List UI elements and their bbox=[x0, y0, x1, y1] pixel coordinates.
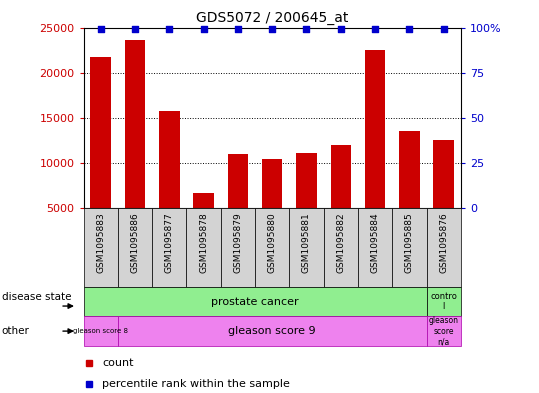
Bar bbox=[118, 316, 426, 346]
Bar bbox=[296, 153, 317, 253]
Text: GSM1095884: GSM1095884 bbox=[371, 212, 379, 273]
Text: GSM1095880: GSM1095880 bbox=[268, 212, 277, 273]
Point bbox=[165, 26, 174, 33]
Bar bbox=[330, 145, 351, 253]
Text: GSM1095881: GSM1095881 bbox=[302, 212, 311, 273]
Bar bbox=[84, 208, 118, 287]
Point bbox=[439, 26, 448, 33]
Text: other: other bbox=[2, 326, 30, 336]
Bar bbox=[186, 208, 221, 287]
Point bbox=[405, 26, 414, 33]
Bar bbox=[426, 208, 461, 287]
Bar bbox=[426, 316, 461, 346]
Bar bbox=[91, 57, 111, 253]
Bar bbox=[365, 50, 385, 253]
Point bbox=[268, 26, 277, 33]
Text: GSM1095879: GSM1095879 bbox=[233, 212, 243, 273]
Text: GSM1095882: GSM1095882 bbox=[336, 212, 345, 273]
Text: GSM1095876: GSM1095876 bbox=[439, 212, 448, 273]
Bar bbox=[125, 40, 146, 253]
Text: gleason score 8: gleason score 8 bbox=[73, 328, 128, 334]
Text: GSM1095878: GSM1095878 bbox=[199, 212, 208, 273]
Text: disease state: disease state bbox=[2, 292, 71, 302]
Bar bbox=[159, 111, 179, 253]
Point bbox=[302, 26, 311, 33]
Point bbox=[199, 26, 208, 33]
Text: count: count bbox=[102, 358, 134, 368]
Text: percentile rank within the sample: percentile rank within the sample bbox=[102, 379, 291, 389]
Text: GSM1095886: GSM1095886 bbox=[130, 212, 140, 273]
Bar bbox=[289, 208, 323, 287]
Text: prostate cancer: prostate cancer bbox=[211, 297, 299, 307]
Bar bbox=[255, 208, 289, 287]
Bar bbox=[194, 193, 214, 253]
Text: GSM1095883: GSM1095883 bbox=[96, 212, 105, 273]
Point bbox=[130, 26, 139, 33]
Point bbox=[371, 26, 379, 33]
Point bbox=[336, 26, 345, 33]
Bar bbox=[118, 208, 152, 287]
Text: contro
l: contro l bbox=[430, 292, 457, 311]
Title: GDS5072 / 200645_at: GDS5072 / 200645_at bbox=[196, 11, 348, 25]
Text: GSM1095885: GSM1095885 bbox=[405, 212, 414, 273]
Bar bbox=[433, 140, 454, 253]
Point bbox=[96, 26, 105, 33]
Bar bbox=[84, 316, 118, 346]
Bar bbox=[152, 208, 186, 287]
Bar bbox=[262, 158, 282, 253]
Bar bbox=[227, 154, 248, 253]
Text: gleason
score
n/a: gleason score n/a bbox=[429, 316, 459, 346]
Bar bbox=[358, 208, 392, 287]
Bar bbox=[399, 131, 420, 253]
Bar bbox=[392, 208, 426, 287]
Bar bbox=[426, 287, 461, 316]
Text: gleason score 9: gleason score 9 bbox=[229, 326, 316, 336]
Point bbox=[233, 26, 242, 33]
Text: GSM1095877: GSM1095877 bbox=[165, 212, 174, 273]
Bar bbox=[221, 208, 255, 287]
Bar bbox=[323, 208, 358, 287]
